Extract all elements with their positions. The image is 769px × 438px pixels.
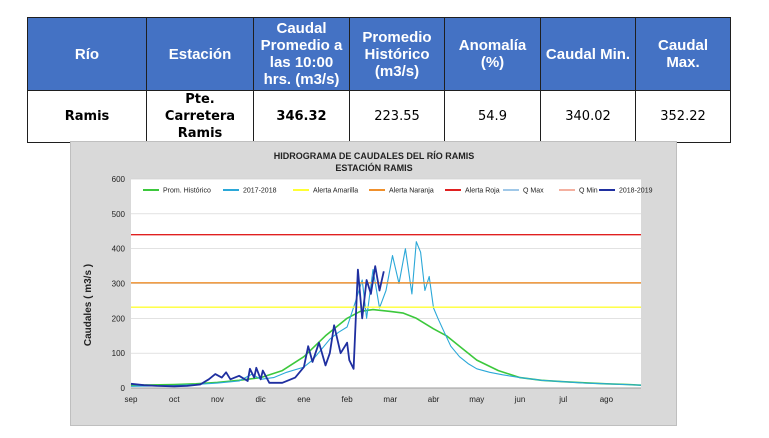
cell-estacion: Pte. Carretera Ramis bbox=[146, 90, 254, 143]
x-tick-label: ago bbox=[600, 395, 614, 404]
legend-label: Q Min bbox=[579, 188, 598, 195]
legend-label: Alerta Amarilla bbox=[313, 188, 358, 195]
x-tick-label: sep bbox=[125, 395, 138, 404]
header-rio: Río bbox=[27, 17, 147, 91]
flow-summary-table: Río Estación Caudal Promedio a las 10:00… bbox=[27, 17, 731, 143]
cell-caudal-min: 340.02 bbox=[540, 90, 636, 143]
x-tick-label: feb bbox=[342, 395, 354, 404]
x-tick-label: oct bbox=[169, 395, 180, 404]
header-estacion: Estación bbox=[146, 17, 254, 91]
y-axis-label: Caudales ( m3/s ) bbox=[83, 264, 94, 346]
x-tick-label: abr bbox=[428, 395, 440, 404]
legend-label: Prom. Histórico bbox=[163, 188, 211, 195]
legend-label: Alerta Roja bbox=[465, 188, 500, 195]
chart-subtitle: ESTACIÓN RAMIS bbox=[335, 162, 412, 173]
hydrograph-svg: HIDROGRAMA DE CAUDALES DEL RÍO RAMIS EST… bbox=[83, 151, 653, 404]
chart-title: HIDROGRAMA DE CAUDALES DEL RÍO RAMIS bbox=[274, 151, 475, 161]
header-caudal-promedio: Caudal Promedio a las 10:00 hrs. (m3/s) bbox=[253, 17, 350, 91]
x-tick-label: nov bbox=[211, 395, 224, 404]
series-line-2018-2019 bbox=[130, 265, 385, 388]
legend-label: Alerta Naranja bbox=[389, 188, 434, 195]
x-tick-label: mar bbox=[383, 395, 397, 404]
cell-rio: Ramis bbox=[27, 90, 147, 143]
y-tick-label: 500 bbox=[112, 210, 126, 219]
table-header-row: Río Estación Caudal Promedio a las 10:00… bbox=[27, 17, 731, 91]
x-tick-label: dic bbox=[256, 395, 266, 404]
cell-anomalia: 54.9 bbox=[444, 90, 541, 143]
table-row: Ramis Pte. Carretera Ramis 346.32 223.55… bbox=[27, 90, 731, 143]
x-tick-label: jun bbox=[514, 395, 526, 404]
y-tick-label: 0 bbox=[121, 384, 126, 393]
legend-box bbox=[133, 182, 639, 198]
legend-label: Q Max bbox=[523, 188, 544, 195]
y-tick-label: 100 bbox=[112, 349, 126, 358]
cell-caudal-promedio: 346.32 bbox=[253, 90, 350, 143]
header-caudal-min: Caudal Min. bbox=[540, 17, 636, 91]
y-tick-label: 400 bbox=[112, 245, 126, 254]
legend-label: 2017-2018 bbox=[243, 188, 277, 195]
header-caudal-max: Caudal Max. bbox=[635, 17, 731, 91]
y-tick-label: 200 bbox=[112, 314, 126, 323]
x-tick-label: jul bbox=[558, 395, 567, 404]
legend-label: 2018-2019 bbox=[619, 188, 653, 195]
y-tick-label: 600 bbox=[112, 175, 126, 184]
cell-promedio-historico: 223.55 bbox=[349, 90, 445, 143]
header-promedio-historico: Promedio Histórico (m3/s) bbox=[349, 17, 445, 91]
x-tick-label: may bbox=[469, 395, 484, 404]
hydrograph-chart: HIDROGRAMA DE CAUDALES DEL RÍO RAMIS EST… bbox=[70, 141, 677, 426]
y-tick-label: 300 bbox=[112, 280, 126, 289]
series-line-2017-2018 bbox=[130, 241, 642, 387]
header-anomalia: Anomalía (%) bbox=[444, 17, 541, 91]
x-tick-label: ene bbox=[297, 395, 311, 404]
cell-caudal-max: 352.22 bbox=[635, 90, 731, 143]
